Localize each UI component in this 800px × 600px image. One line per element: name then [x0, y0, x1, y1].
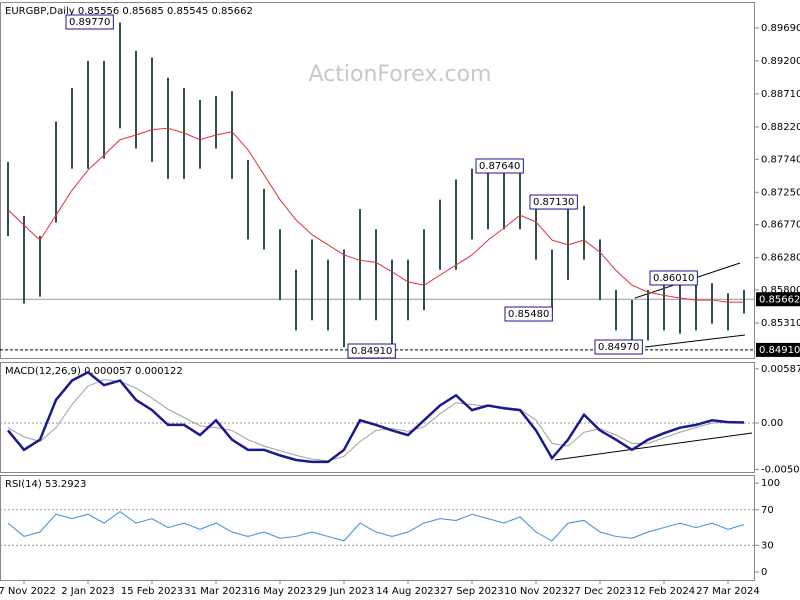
annotation-box — [529, 194, 578, 210]
y-tick-label: 0.86280 — [761, 253, 800, 264]
y-tick-label: 0.86770 — [761, 220, 800, 231]
annotation-box — [594, 339, 643, 355]
macd-title: MACD(12,26,9) 0.000057 0.000122 — [5, 366, 183, 377]
x-tick-label: 12 Feb 2024 — [633, 586, 695, 597]
x-tick-label: 16 May 2023 — [247, 586, 312, 597]
y-tick-label: 0.89690 — [761, 23, 800, 34]
x-tick-label: 27 Sep 2023 — [440, 586, 503, 597]
annotation: 0.89770 — [69, 17, 110, 28]
y-tick-label: 0.00587 — [761, 364, 800, 375]
y-tick-label: -0.005021 — [761, 464, 800, 475]
annotation-box — [504, 306, 553, 322]
signal-line — [7, 379, 745, 462]
annotation: 0.85480 — [508, 309, 549, 320]
price-label-box — [756, 342, 800, 357]
y-tick-label: 100 — [761, 478, 780, 489]
y-tick-label: 0.89200 — [761, 56, 800, 67]
price-label: 0.85662 — [759, 294, 800, 305]
trend-line — [644, 334, 746, 348]
x-tick-label: 27 Dec 2023 — [568, 586, 632, 597]
annotation-box — [475, 158, 524, 174]
annotation: 0.87640 — [479, 161, 520, 172]
watermark: ActionForex.com — [309, 62, 492, 87]
y-tick-label: 0.87740 — [761, 154, 800, 165]
annotation: 0.87130 — [533, 197, 574, 208]
y-tick-label: 70 — [761, 505, 774, 516]
macd-line — [7, 370, 745, 464]
annotation: 0.84970 — [598, 342, 639, 353]
x-tick-label: 17 Nov 2022 — [0, 586, 56, 597]
price-label-box — [756, 292, 800, 307]
annotation: 0.84910 — [351, 346, 392, 357]
annotation-box — [65, 14, 114, 30]
rsi-panel — [0, 475, 755, 581]
annotation-box — [347, 343, 396, 359]
y-tick-label: 0.87250 — [761, 187, 800, 198]
x-tick-label: 14 Aug 2023 — [376, 586, 440, 597]
x-tick-label: 29 Jun 2023 — [314, 586, 374, 597]
x-tick-label: 31 Mar 2023 — [184, 586, 247, 597]
x-tick-label: 10 Nov 2023 — [504, 586, 568, 597]
trend-line — [554, 432, 753, 461]
x-tick-label: 27 Mar 2024 — [696, 586, 759, 597]
price-title: EURGBP,Daily 0.85556 0.85685 0.85545 0.8… — [5, 6, 253, 17]
y-tick-label: 0.85800 — [761, 285, 800, 296]
rsi-title: RSI(14) 53.2923 — [5, 479, 86, 490]
x-tick-label: 2 Jan 2023 — [61, 586, 115, 597]
y-tick-label: 0.88710 — [761, 89, 800, 100]
y-tick-label: 30 — [761, 540, 774, 551]
rsi-line — [7, 510, 745, 542]
y-tick-label: 0.88220 — [761, 122, 800, 133]
x-tick-label: 15 Feb 2023 — [121, 586, 183, 597]
annotation-box — [649, 270, 698, 286]
moving-average — [7, 127, 744, 303]
y-tick-label: 0 — [761, 567, 767, 578]
y-tick-label: 0.85310 — [761, 318, 800, 329]
y-tick-label: 0.00 — [761, 418, 783, 429]
annotation: 0.86010 — [653, 273, 694, 284]
macd-panel — [0, 362, 755, 473]
price-label: 0.84910 — [759, 345, 800, 356]
